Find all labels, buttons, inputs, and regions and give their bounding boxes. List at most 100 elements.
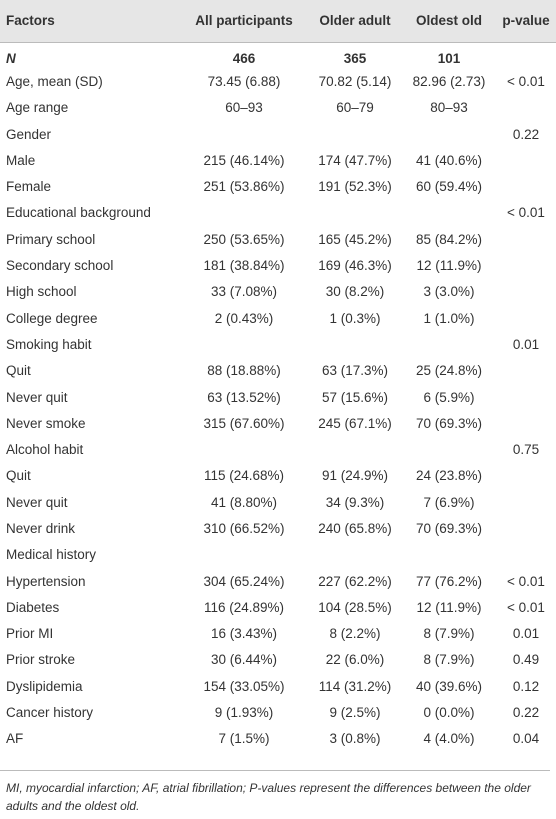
table-cell: 57 (15.6%) [321,389,389,405]
table-cell: 191 (52.3%) [318,179,392,195]
table-cell: 77 (76.2%) [415,573,483,589]
data-table: Factors All participants Older adult Oldest… [0,0,556,747]
empty-cell [490,147,556,173]
table-cell: 315 (67.60%) [203,415,285,431]
row-label: Male [6,152,36,168]
table-row: Diabetes 116 (24.89%) 104 (28.5%) 12 (11.9%… [0,594,556,620]
row-label: Diabetes [6,599,60,615]
table-cell: 174 (47.7%) [318,152,392,168]
table-cell: 73.45 (6.88) [207,73,281,89]
table-cell: 60–79 [336,100,374,116]
header-row: Factors All participants Older adult Oldest… [0,0,556,43]
table-cell: 0.22 [512,705,540,721]
empty-cell [490,489,556,515]
table-cell: 25 (24.8%) [415,363,483,379]
table-cell: 22 (6.0%) [325,652,385,668]
empty-cell [490,173,556,199]
table-cell: 466 [232,50,256,66]
row-label: College degree [6,310,98,326]
row-label: Alcohol habit [6,442,84,458]
table-cell: 30 (8.2%) [325,284,385,300]
row-label: Gender [6,126,52,142]
table-row: Alcohol habit 0.75 [0,436,556,462]
table-row: Never quit 63 (13.52%) 57 (15.6%) 6 (5.9%) [0,384,556,410]
table-cell: 365 [343,50,367,66]
table-row: Never drink 310 (66.52%) 240 (65.8%) 70 (69… [0,515,556,541]
table-cell: 63 (13.52%) [207,389,281,405]
table-row: Prior MI 16 (3.43%) 8 (2.2%) 8 (7.9%) 0.01 [0,621,556,647]
table-row: Age range 60–93 60–79 80–93 [0,95,556,121]
empty-cell [490,42,556,68]
table-row: Female 251 (53.86%) 191 (52.3%) 60 (59.4%) [0,173,556,199]
header-cell: Factors [0,0,180,43]
row-label: Age, mean (SD) [6,73,103,89]
table-cell: 3 (3.0%) [423,284,475,300]
empty-cell [302,121,402,147]
table-cell: 104 (28.5%) [318,599,392,615]
table-row: College degree 2 (0.43%) 1 (0.3%) 1 (1.0%) [0,305,556,331]
table-cell: < 0.01 [507,573,545,589]
table-cell: 0.49 [512,652,540,668]
table-row: Primary school 250 (53.65%) 165 (45.2%) 85 … [0,226,556,252]
row-label: Educational background [6,205,151,221]
row-label: Quit [6,468,31,484]
empty-cell [302,436,402,462]
empty-cell [302,331,402,357]
table-cell: 0.75 [512,442,540,458]
empty-cell [490,410,556,436]
table-cell: 115 (24.68%) [203,468,285,484]
row-label: Primary school [6,231,96,247]
table-cell: 250 (53.65%) [203,231,285,247]
table-cell: 82.96 (2.73) [412,73,486,89]
table-row: Prior stroke 30 (6.44%) 22 (6.0%) 8 (7.9%) 0… [0,647,556,673]
empty-cell [490,95,556,121]
row-label: Secondary school [6,258,114,274]
empty-cell [402,200,490,226]
table-cell: 2 (0.43%) [214,310,274,326]
table-cell: 40 (39.6%) [415,678,483,694]
table-row: Quit 88 (18.88%) 63 (17.3%) 25 (24.8%) [0,358,556,384]
table-cell: 116 (24.89%) [203,599,285,615]
row-label: Never smoke [6,415,86,431]
empty-cell [402,121,490,147]
table-cell: 0.12 [512,678,540,694]
row-label: High school [6,284,77,300]
table-cell: 245 (67.1%) [318,415,392,431]
row-label: Female [6,179,52,195]
row-label: Dyslipidemia [6,678,83,694]
row-label: Prior stroke [6,652,76,668]
table-cell: 304 (65.24%) [203,573,285,589]
table-cell: < 0.01 [507,205,545,221]
table-cell: 154 (33.05%) [203,678,285,694]
table-cell: 41 (8.80%) [210,494,278,510]
empty-cell [302,542,402,568]
row-label: Hypertension [6,573,86,589]
table-cell: 7 (1.5%) [218,731,270,747]
table-cell: 70.82 (5.14) [318,73,392,89]
header-cell: p-value [490,0,556,43]
table-row: Medical history [0,542,556,568]
table-cell: 70 (69.3%) [415,520,483,536]
table-cell: 0 (0.0%) [423,705,475,721]
table-row: Male 215 (46.14%) 174 (47.7%) 41 (40.6%) [0,147,556,173]
row-label: AF [6,731,24,747]
table-cell: 169 (46.3%) [318,258,392,274]
empty-cell [402,436,490,462]
table-cell: 0.04 [512,731,540,747]
row-label: N [6,50,16,66]
table-cell: 30 (6.44%) [210,652,278,668]
table-cell: 165 (45.2%) [318,231,392,247]
table-row: Smoking habit 0.01 [0,331,556,357]
row-label: Quit [6,363,31,379]
table-cell: 1 (0.3%) [329,310,381,326]
table-cell: 8 (7.9%) [423,652,475,668]
row-label: Prior MI [6,626,54,642]
table-cell: 240 (65.8%) [318,520,392,536]
table-cell: 70 (69.3%) [415,415,483,431]
row-label: Cancer history [6,705,94,721]
table-cell: < 0.01 [507,599,545,615]
table-cell: 4 (4.0%) [423,731,475,747]
table-row: N 466 365 101 [0,42,556,68]
header-cell: All participants [180,0,302,43]
empty-cell [180,542,302,568]
